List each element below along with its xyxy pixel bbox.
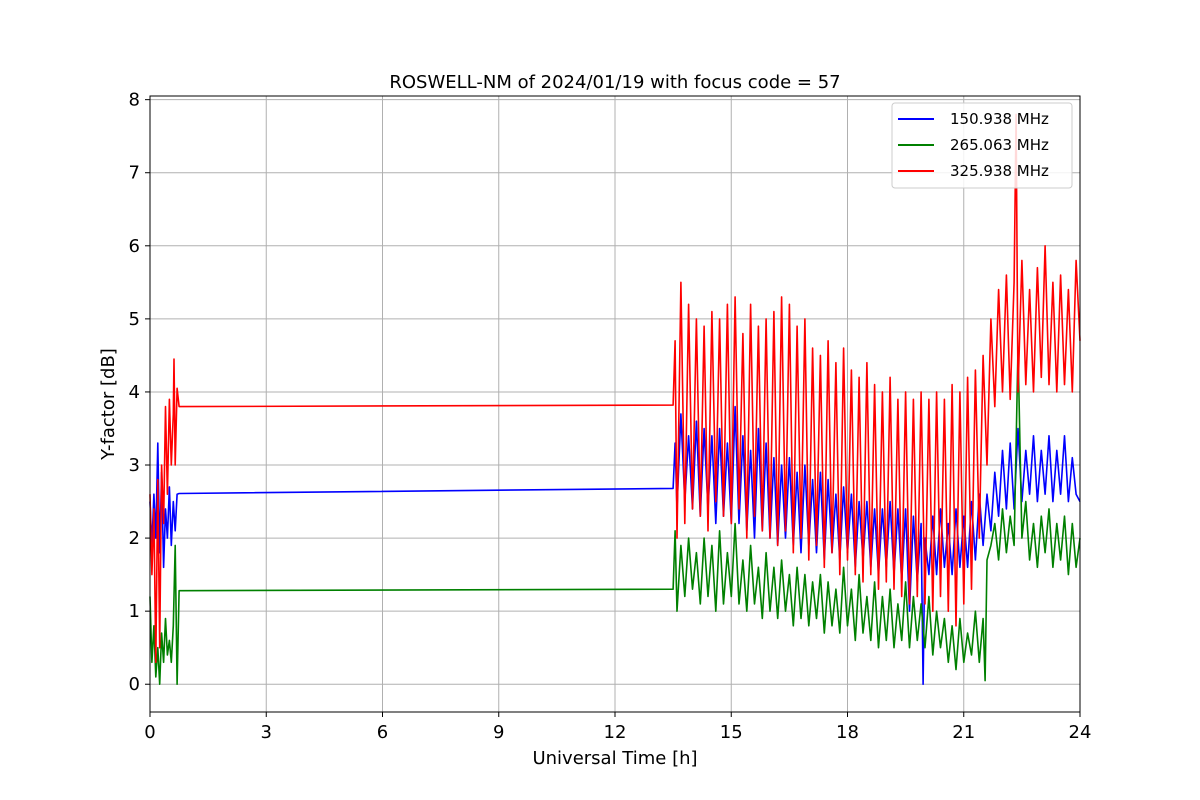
legend-label-1: 150.938 MHz: [950, 110, 1049, 128]
legend-box: [891, 102, 1073, 189]
y-tick-label: 4: [129, 382, 140, 403]
y-axis-label: Y-factor [dB]: [98, 348, 119, 461]
y-tick-label: 5: [129, 309, 140, 330]
x-tick-label: 24: [1069, 722, 1092, 743]
grid: [149, 96, 1081, 712]
y-tick-label: 8: [129, 90, 140, 111]
y-tick-label: 2: [129, 528, 140, 549]
chart-title: ROSWELL-NM of 2024/01/19 with focus code…: [389, 72, 840, 93]
y-tick-label: 0: [129, 674, 140, 695]
y-tick-label: 3: [129, 455, 140, 476]
series-line-3: [149, 113, 1081, 664]
x-tick-label: 15: [720, 722, 743, 743]
legend: 150.938 MHz 265.063 MHz 325.938 MHz: [891, 102, 1073, 189]
x-tick-label: 6: [377, 722, 388, 743]
x-tick-label: 18: [836, 722, 859, 743]
legend-label-3: 325.938 MHz: [950, 162, 1049, 180]
legend-label-2: 265.063 MHz: [950, 136, 1049, 154]
x-tick-label: 12: [604, 722, 627, 743]
y-tick-label: 7: [129, 163, 140, 184]
series-lines: [149, 113, 1081, 685]
x-tick-label: 3: [261, 722, 272, 743]
y-tick-label: 6: [129, 236, 140, 257]
series-line-1: [149, 405, 1081, 685]
x-axis-label: Universal Time [h]: [532, 748, 697, 769]
x-tick-label: 9: [493, 722, 504, 743]
series-line-2: [149, 347, 1081, 685]
x-tick-label: 21: [952, 722, 975, 743]
y-tick-label: 1: [129, 601, 140, 622]
x-tick-label: 0: [144, 722, 155, 743]
